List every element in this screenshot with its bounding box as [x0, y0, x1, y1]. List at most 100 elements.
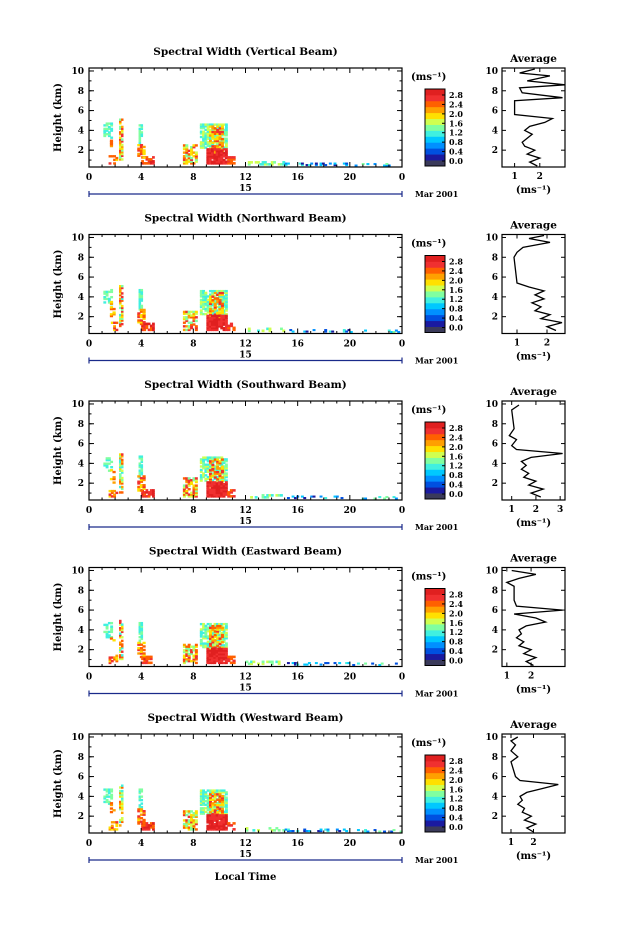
heatmap-cell: [206, 481, 210, 484]
heatmap-cell: [118, 793, 122, 796]
heatmap-cell: [185, 160, 189, 163]
heatmap-cell: [291, 495, 295, 498]
heatmap-cell: [208, 462, 212, 465]
heatmap-cell: [224, 635, 228, 638]
heatmap-cell: [137, 480, 141, 483]
heatmap-cell: [105, 129, 109, 132]
heatmap-cell: [109, 300, 114, 304]
heatmap-cell: [105, 795, 109, 798]
heatmap-cell: [204, 134, 208, 137]
heatmap-cell: [141, 495, 144, 498]
heatmap-cell: [110, 790, 114, 793]
heatmap-cell: [204, 307, 208, 310]
heatmap-cell: [206, 470, 210, 473]
heatmap-cell: [110, 491, 114, 495]
heatmap-cell: [185, 310, 189, 314]
heatmap-cell: [220, 316, 224, 319]
heatmap-cell: [224, 801, 228, 805]
heatmap-cell: [199, 801, 203, 805]
heatmap-cell: [220, 807, 224, 810]
heatmap-cell: [211, 826, 214, 829]
heatmap-cell: [192, 484, 196, 487]
heatmap-cell: [139, 652, 144, 655]
heatmap-cell: [211, 802, 215, 805]
heatmap-cell: [199, 123, 203, 126]
colorbar-swatch: [425, 796, 445, 803]
heatmap-cell: [202, 126, 206, 130]
heatmap-cell: [143, 491, 147, 494]
heatmap-cell: [152, 324, 155, 328]
heatmap-cell: [138, 141, 142, 145]
heatmap-cell: [215, 314, 219, 318]
heatmap-cell: [192, 656, 196, 659]
x-tick-label: 4: [138, 839, 144, 849]
heatmap-cells: [103, 619, 398, 667]
heatmap-cell: [218, 622, 221, 626]
heatmap-cell: [224, 647, 228, 651]
avg-profile-line: [509, 736, 559, 833]
heatmap-cell: [213, 656, 217, 659]
heatmap-cell: [224, 828, 228, 831]
heatmap-cell: [215, 160, 219, 163]
heatmap-cell: [220, 295, 224, 298]
heatmap-cell: [213, 458, 217, 461]
colorbar-tick-label: 0.0: [449, 822, 463, 832]
x-tick-label: 8: [190, 340, 196, 350]
heatmap-cell: [208, 325, 212, 328]
heatmap-cell: [120, 313, 124, 317]
heatmap-cell: [145, 828, 149, 831]
heatmap-cell: [202, 137, 206, 140]
heatmap-cell: [137, 815, 141, 818]
heatmap-cell: [118, 149, 122, 152]
heatmap-cell: [220, 162, 224, 165]
heatmap-cell: [208, 793, 212, 796]
heatmap-cell: [120, 292, 124, 295]
heatmap-cell: [218, 798, 222, 801]
heatmap-cell: [120, 134, 124, 138]
heatmap-cell: [224, 141, 228, 144]
heatmap-cell: [138, 127, 142, 131]
heatmap-cell: [213, 630, 217, 633]
heatmap-cell: [392, 829, 396, 832]
heatmap-cell: [152, 495, 155, 498]
heatmap-cell: [208, 807, 212, 810]
heatmap-cell: [222, 658, 226, 661]
heatmap-cell: [118, 324, 122, 328]
heatmap-cell: [224, 626, 228, 629]
heatmap-cell: [216, 311, 220, 315]
heatmap-cell: [202, 624, 206, 628]
colorbar-tick-label: 2.8: [449, 590, 463, 600]
heatmap-cell: [142, 317, 146, 320]
heatmap-cell: [215, 325, 219, 328]
heatmap-cell: [137, 641, 141, 645]
heatmap-cell: [105, 133, 109, 136]
heatmap-cell: [138, 472, 142, 476]
heatmap-cell: [199, 312, 203, 316]
avg-title: Average: [509, 220, 557, 232]
heatmap-cell: [213, 302, 217, 306]
heatmap-cell: [110, 636, 114, 639]
heatmap-cell: [222, 819, 226, 822]
heatmap-cell: [110, 824, 114, 828]
heatmap-cell: [194, 153, 198, 156]
heatmap-cell: [218, 130, 222, 134]
heatmap-cell: [145, 491, 149, 494]
heatmap-cell: [208, 791, 212, 794]
heatmap-cell: [213, 633, 217, 637]
heatmap-cell: [222, 162, 226, 165]
heatmap-cell: [211, 635, 215, 639]
heatmap-cell: [110, 288, 114, 292]
heatmap-cell: [220, 293, 224, 297]
heatmap-cell: [202, 293, 206, 296]
heatmap-cell: [206, 305, 210, 309]
heatmap-cell: [208, 660, 212, 663]
heatmap-cell: [149, 160, 153, 163]
heatmap-cell: [120, 650, 124, 653]
heatmap-cell: [222, 316, 226, 319]
heatmap-cell: [307, 164, 311, 167]
heatmap-cell: [120, 485, 124, 489]
heatmap-cell: [216, 467, 220, 470]
heatmap-cell: [270, 494, 274, 497]
heatmap-cell: [220, 477, 224, 481]
